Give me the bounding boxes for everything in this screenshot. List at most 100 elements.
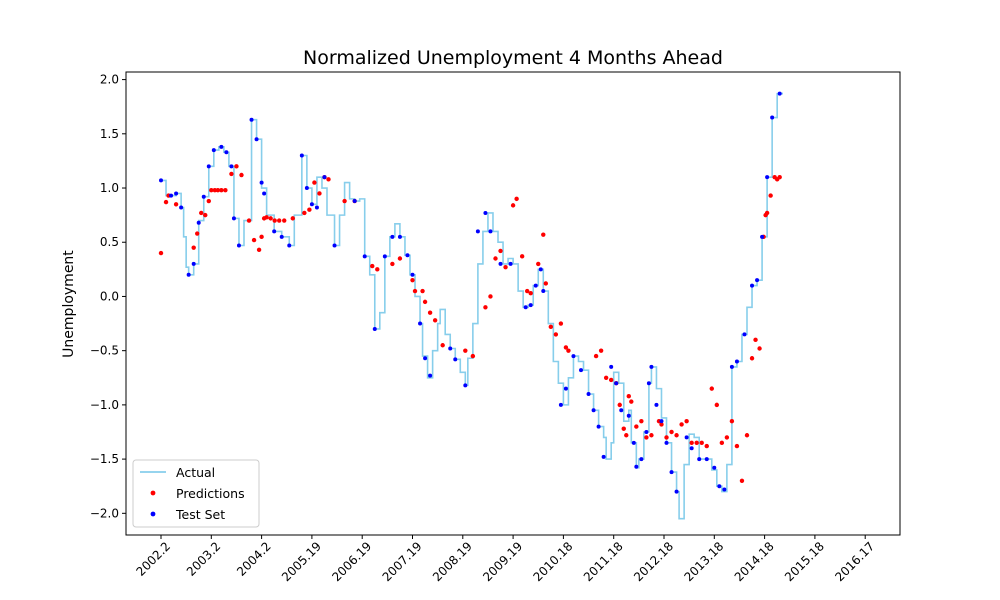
- test-set-point: [591, 408, 596, 413]
- test-set-point: [729, 364, 734, 369]
- series-layer: [158, 91, 784, 520]
- test-set-point: [382, 254, 387, 259]
- legend-box: [132, 459, 260, 528]
- test-set-point: [428, 373, 433, 378]
- test-set-point: [174, 191, 179, 196]
- test-set-point: [236, 243, 241, 248]
- test-set-point: [654, 402, 659, 407]
- x-tick-label: 2015.18: [782, 539, 827, 584]
- prediction-point: [593, 353, 599, 359]
- test-set-point: [659, 419, 664, 424]
- test-set-point: [262, 191, 267, 196]
- test-set-point: [196, 220, 201, 225]
- legend-swatch-predictions: [150, 490, 156, 496]
- prediction-point: [541, 232, 546, 237]
- test-set-point: [508, 261, 513, 266]
- prediction-point: [777, 174, 782, 180]
- test-set-point: [206, 164, 211, 169]
- x-tick-label: 2002.2: [134, 539, 174, 579]
- test-set-point: [453, 357, 458, 362]
- test-set-point: [558, 402, 563, 407]
- prediction-point: [259, 234, 264, 240]
- prediction-point: [290, 216, 295, 221]
- y-tick-label: 2.0: [100, 73, 119, 87]
- prediction-point: [558, 321, 564, 326]
- prediction-point: [598, 348, 604, 353]
- prediction-point: [724, 435, 730, 440]
- prediction-point: [704, 443, 709, 449]
- prediction-point: [768, 193, 773, 198]
- prediction-point: [370, 263, 375, 269]
- y-tick-label: −2.0: [90, 506, 119, 520]
- prediction-point: [203, 212, 208, 218]
- prediction-point: [634, 424, 639, 429]
- test-set-point: [405, 253, 410, 258]
- prediction-point: [470, 353, 476, 359]
- test-set-point: [372, 326, 377, 331]
- x-tick-label: 2011.18: [581, 539, 626, 584]
- prediction-point: [644, 435, 649, 440]
- y-tick-label: 1.5: [100, 127, 119, 141]
- test-set-point: [448, 346, 453, 351]
- test-set-point: [563, 386, 568, 391]
- chart-title: Normalized Unemployment 4 Months Ahead: [303, 47, 723, 69]
- prediction-point: [744, 433, 750, 438]
- prediction-point: [463, 348, 468, 353]
- test-set-point: [626, 413, 631, 418]
- test-set-point: [631, 440, 636, 445]
- prediction-point: [427, 310, 433, 315]
- test-set-point: [619, 408, 624, 413]
- prediction-point: [543, 281, 548, 286]
- prediction-point: [199, 210, 204, 216]
- test-set-point: [596, 424, 601, 429]
- prediction-point: [714, 402, 720, 408]
- prediction-point: [753, 337, 758, 343]
- x-tick-label: 2003.2: [184, 539, 224, 579]
- prediction-point: [739, 478, 745, 483]
- y-tick-label: 0.0: [100, 289, 119, 303]
- prediction-point: [621, 426, 626, 431]
- test-set-point: [742, 332, 747, 337]
- test-set-point: [186, 272, 191, 277]
- prediction-point: [764, 210, 770, 216]
- test-set-point: [634, 464, 639, 469]
- y-tick-label: −0.5: [90, 344, 119, 358]
- x-tick-label: 2010.18: [531, 539, 576, 584]
- x-tick-label: 2016.17: [832, 539, 877, 584]
- prediction-point: [215, 187, 221, 193]
- test-set-point: [249, 117, 254, 122]
- prediction-point: [639, 418, 644, 424]
- test-set-point: [299, 153, 304, 158]
- prediction-point: [483, 305, 488, 310]
- prediction-point: [375, 267, 380, 272]
- prediction-point: [219, 187, 224, 193]
- x-tick-label: 2014.18: [732, 539, 777, 584]
- prediction-point: [603, 375, 609, 380]
- legend-label-predictions: Predictions: [176, 486, 245, 501]
- test-set-point: [322, 175, 327, 180]
- test-set-point: [231, 216, 236, 221]
- test-set-point: [169, 193, 174, 198]
- prediction-point: [524, 288, 530, 294]
- prediction-point: [493, 256, 498, 261]
- prediction-point: [514, 196, 519, 202]
- prediction-point: [608, 377, 614, 383]
- prediction-point: [674, 433, 679, 438]
- test-set-point: [272, 229, 277, 234]
- prediction-point: [528, 290, 533, 296]
- test-set-point: [704, 457, 709, 462]
- prediction-point: [432, 318, 438, 323]
- test-set-point: [750, 283, 755, 288]
- test-set-point: [669, 470, 674, 475]
- prediction-point: [246, 218, 252, 223]
- prediction-point: [734, 443, 740, 449]
- test-set-point: [287, 243, 292, 248]
- prediction-point: [649, 433, 654, 438]
- test-set-point: [755, 278, 760, 283]
- prediction-point: [422, 299, 428, 305]
- prediction-point: [664, 435, 669, 440]
- test-set-point: [579, 368, 584, 373]
- test-set-point: [601, 454, 606, 459]
- x-tick-label: 2013.18: [681, 539, 726, 584]
- x-tick-label: 2008.19: [430, 539, 475, 584]
